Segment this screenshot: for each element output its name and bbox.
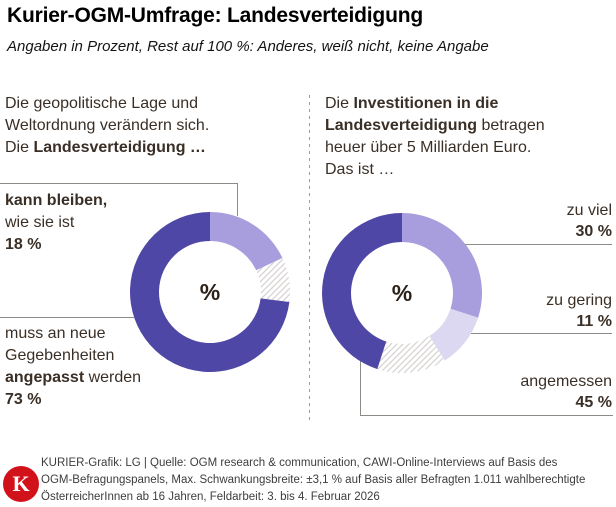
donut-chart-right: % (320, 211, 484, 375)
donut-segment (210, 212, 283, 271)
callout-label-zu-viel: zu viel 30 % (566, 202, 612, 240)
donut-segment (429, 308, 479, 361)
donut-segment (130, 212, 290, 372)
donut-segment (322, 213, 402, 370)
callout-connector-muss-angepasst (0, 317, 134, 318)
kurier-logo-letter: K (12, 471, 30, 496)
callout-label-kann-bleiben: kann bleiben, wie sie ist 18 % (5, 192, 108, 253)
donut-segment (256, 257, 290, 303)
subtitle: Angaben in Prozent, Rest auf 100 %: Ande… (7, 38, 489, 55)
callout-connector-zu-viel (465, 244, 612, 245)
callout-label-muss-angepasst: muss an neue Gegebenheiten angepasst werde… (5, 325, 142, 408)
page-title: Kurier-OGM-Umfrage: Landesverteidigung (7, 4, 423, 27)
callout-label-angemessen: angemessen 45 % (520, 373, 612, 411)
question-text-left: Die geopolitische Lage und Weltordnung ve… (5, 95, 210, 156)
donut-segment (402, 213, 482, 318)
section-divider (309, 95, 310, 422)
callout-connector-zu-gering (471, 333, 612, 334)
donut-center-label: % (392, 280, 412, 306)
question-text-right: Die Investitionen in die Landesverteidigu… (325, 95, 545, 178)
donut-segment (377, 336, 445, 373)
callout-label-zu-gering: zu gering 11 % (546, 292, 612, 330)
donut-chart-left: % (128, 210, 292, 374)
donut-center-label: % (200, 279, 220, 305)
footer-credits: KURIER-Grafik: LG | Quelle: OGM research… (41, 457, 586, 503)
kurier-logo: K (3, 466, 39, 502)
